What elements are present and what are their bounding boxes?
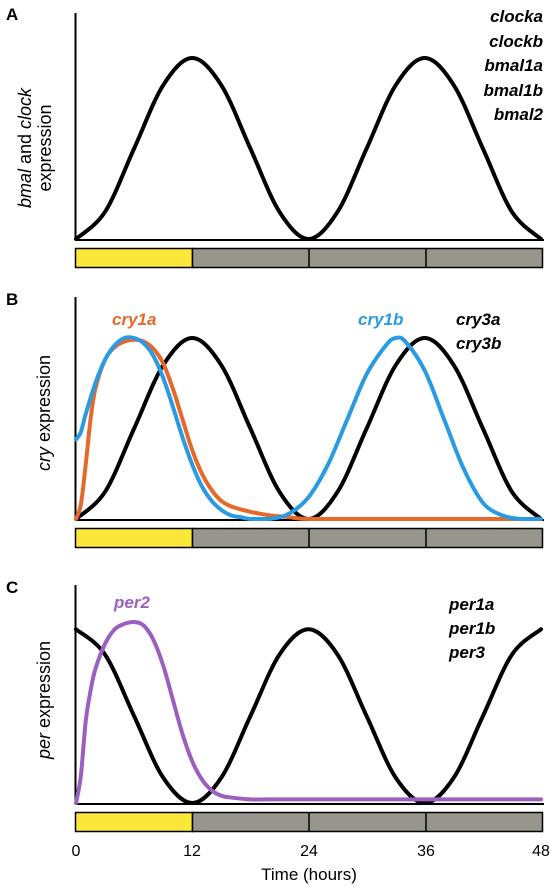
series-line-panel-a-black — [74, 56, 543, 241]
x-tick-label: 12 — [183, 843, 201, 860]
gene-label-bmal2: bmal2 — [494, 105, 544, 124]
panel-a-letter: A — [6, 5, 18, 24]
panel-b-letter: B — [6, 290, 18, 309]
panel-b-light-segment — [74, 527, 194, 549]
panel-b-ylabel: cry expression — [34, 355, 54, 471]
gene-label-per3: per3 — [448, 643, 485, 662]
panel-c-light-dark-bar — [74, 811, 544, 833]
panel-c: C per expression per2 per1a per1b per3 — [6, 578, 544, 833]
series-line-panel-c-black — [74, 627, 543, 805]
x-tick-label: 36 — [417, 843, 435, 860]
x-tick-label: 24 — [300, 843, 318, 860]
panel-a-light-dark-bar — [74, 247, 544, 269]
panel-c-light-segment — [74, 811, 194, 833]
series-line-per2 — [74, 619, 543, 805]
panel-b: B cry expression cry1a cry1b cry3a cry3b — [6, 290, 544, 549]
panel-a-light-segment — [74, 247, 194, 269]
panel-b-dark-segment — [191, 527, 544, 549]
panel-b-gene-labels: cry1a cry1b cry3a cry3b — [112, 310, 501, 353]
panel-b-light-dark-bar — [74, 527, 544, 549]
panel-b-ylabel-rest: expression — [34, 355, 54, 447]
gene-label-per1b: per1b — [448, 619, 495, 638]
series-line-cry1b — [74, 335, 543, 521]
panel-b-ylabel-cry: cry — [34, 446, 54, 471]
gene-label-bmal1a: bmal1a — [484, 56, 543, 75]
gene-label-clockb: clockb — [489, 32, 543, 51]
x-axis-ticks: 0 12 24 36 48 — [72, 843, 550, 860]
panel-a-ylabel-clock: clock — [15, 87, 35, 129]
panel-c-gene-labels: per2 per1a per1b per3 — [113, 593, 495, 662]
gene-label-cry1b: cry1b — [358, 310, 403, 329]
panel-a-ylabel-line1: bmal and clock — [15, 87, 35, 208]
panel-c-dark-segment — [191, 811, 544, 833]
panel-c-series — [74, 619, 543, 805]
panel-c-ylabel-per: per — [34, 732, 54, 760]
panel-a-ylabel-line2: expression — [35, 104, 55, 191]
series-line-panel-b-black — [74, 336, 543, 521]
gene-label-clocka: clocka — [490, 7, 543, 26]
gene-label-per1a: per1a — [448, 595, 494, 614]
gene-label-per2: per2 — [113, 593, 150, 612]
x-tick-label: 48 — [532, 843, 550, 860]
panel-a-dark-segment — [191, 247, 544, 269]
x-axis-label: Time (hours) — [261, 865, 357, 884]
panel-a-ylabel-bmal: bmal — [15, 168, 35, 208]
gene-label-cry3b: cry3b — [456, 334, 501, 353]
panel-a-gene-labels: clocka clockb bmal1a bmal1b bmal2 — [483, 7, 543, 124]
x-tick-label: 0 — [72, 843, 81, 860]
panel-a: A bmal and clock expression clocka clock… — [6, 5, 544, 269]
panel-c-letter: C — [6, 578, 18, 597]
gene-label-cry1a: cry1a — [112, 310, 156, 329]
panel-c-ylabel: per expression — [34, 641, 54, 760]
panel-a-ylabel-and: and — [15, 129, 35, 169]
panel-c-ylabel-rest: expression — [34, 641, 54, 733]
gene-label-cry3a: cry3a — [456, 310, 500, 329]
panel-a-series — [74, 56, 543, 241]
series-line-cry1a — [74, 337, 543, 521]
panel-b-series — [74, 335, 543, 521]
gene-label-bmal1b: bmal1b — [483, 81, 543, 100]
